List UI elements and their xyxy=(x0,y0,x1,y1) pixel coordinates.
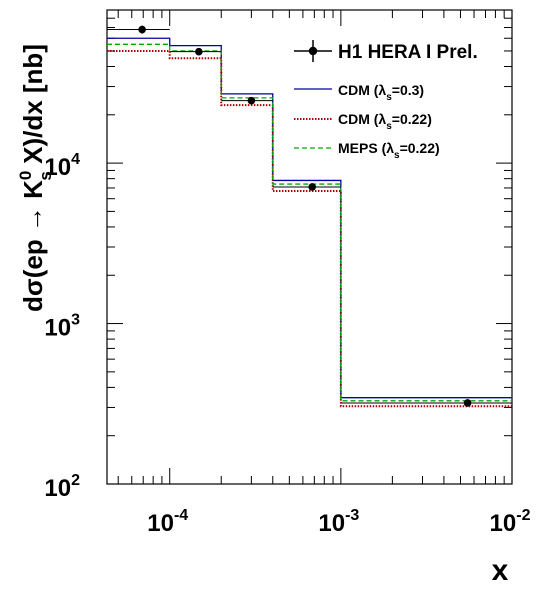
x-tick-labels: 10-4 10-3 10-2 xyxy=(147,507,530,537)
axis-ticks xyxy=(107,9,513,485)
x-tick-label: 10-3 xyxy=(318,507,359,537)
y-axis-title: dσ(ep → K0s X)/dx [nb] xyxy=(16,44,55,312)
legend-entry-meps-022: MEPS (λs=0.22) xyxy=(294,140,440,161)
legend-entry-cdm-022: CDM (λs=0.22) xyxy=(294,111,432,132)
series-layer xyxy=(107,37,512,408)
legend-entry-data: H1 HERA I Prel. xyxy=(294,40,478,63)
legend-label-cdm-022: CDM (λs=0.22) xyxy=(338,111,432,132)
series-line-0 xyxy=(107,37,512,399)
y-tick-label: 104 xyxy=(44,151,80,181)
y-tick-label: 102 xyxy=(44,472,80,502)
y-tick-label: 103 xyxy=(44,312,80,342)
data-point xyxy=(138,25,146,34)
legend-label-cdm-03: CDM (λs=0.3) xyxy=(338,82,424,103)
y-tick-labels: 102 103 104 xyxy=(44,151,80,502)
plot-frame xyxy=(106,9,513,485)
legend: H1 HERA I Prel. CDM (λs=0.3) CDM (λs=0.2… xyxy=(294,40,478,161)
data-point xyxy=(247,96,256,105)
series-line-1 xyxy=(107,49,512,408)
x-axis-title: x xyxy=(492,554,509,587)
data-point xyxy=(463,399,472,407)
legend-label-data: H1 HERA I Prel. xyxy=(338,42,478,63)
data-point xyxy=(308,183,316,191)
data-point xyxy=(195,47,203,56)
data-points-layer xyxy=(107,25,512,407)
legend-entry-cdm-03: CDM (λs=0.3) xyxy=(294,82,424,103)
x-tick-label: 10-2 xyxy=(490,507,531,537)
legend-label-meps-022: MEPS (λs=0.22) xyxy=(338,140,440,161)
legend-data-marker xyxy=(308,46,318,56)
x-tick-label: 10-4 xyxy=(147,507,188,537)
series-line-2 xyxy=(107,43,512,402)
